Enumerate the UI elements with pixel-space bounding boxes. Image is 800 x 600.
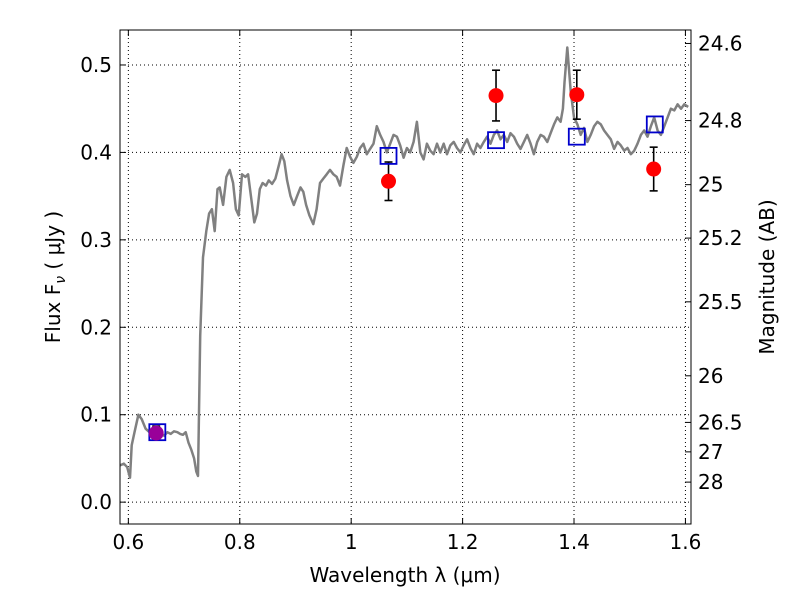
spectrum-layer [119,46,689,479]
x-tick-label: 0.8 [224,530,256,554]
right-tick-label: 25 [698,173,723,197]
x-tick-label: 1.4 [558,530,590,554]
y-tick-label: 0.3 [80,228,112,252]
right-tick-label: 24.8 [698,109,743,133]
y-axis-title-main: Flux F [41,284,65,343]
y-axis-title: Flux Fν ( μJy ) [41,211,69,343]
y-axis-ticks: 0.0 0.1 0.2 0.3 0.4 0.5 [80,53,126,514]
observed-photometry-point [569,87,585,103]
right-tick-label: 24.6 [698,31,743,55]
model-photometry-point [379,147,398,165]
x-tick-label: 1.6 [670,530,702,554]
observed-photometry-point [381,173,397,189]
x-tick-label: 1 [345,530,358,554]
y-tick-label: 0.1 [80,403,112,427]
right-axis-ticks: 24.6 24.8 25 25.2 25.5 26 26.5 27 28 [685,31,743,494]
y-tick-label: 0.2 [80,315,112,339]
x-tick-label: 1.2 [447,530,479,554]
right-tick-label: 28 [698,470,723,494]
y-axis-title-unit: ( μJy ) [41,211,65,276]
spectrum-line [119,46,689,479]
right-tick-label: 26.5 [698,410,743,434]
right-tick-label: 27 [698,440,723,464]
y-tick-label: 0.5 [80,53,112,77]
x-axis-ticks: 0.6 0.8 1 1.2 1.4 1.6 [112,30,701,554]
y-tick-label: 0.0 [80,490,112,514]
y-tick-label: 0.4 [80,140,112,164]
right-tick-label: 25.5 [698,290,743,314]
grid-lines [120,30,691,524]
model-photometry-layer [148,115,664,442]
right-tick-label: 25.2 [698,226,743,250]
right-tick-label: 26 [698,364,723,388]
x-tick-label: 0.6 [112,530,144,554]
observed-photometry-point [646,161,662,177]
x-axis-title: Wavelength λ (μm) [309,563,500,587]
model-photometry-point [487,131,505,150]
model-photometry-point [567,127,586,146]
model-photometry-point [645,115,664,134]
observed-photometry-point [488,88,504,104]
error-bar-layer [152,69,658,441]
observed-photometry-point [148,425,164,441]
right-axis-title: Magnitude (AB) [755,199,779,354]
observed-photometry-layer [148,87,662,441]
plot-frame [119,29,692,525]
y-axis-title-sub: ν [53,276,69,284]
